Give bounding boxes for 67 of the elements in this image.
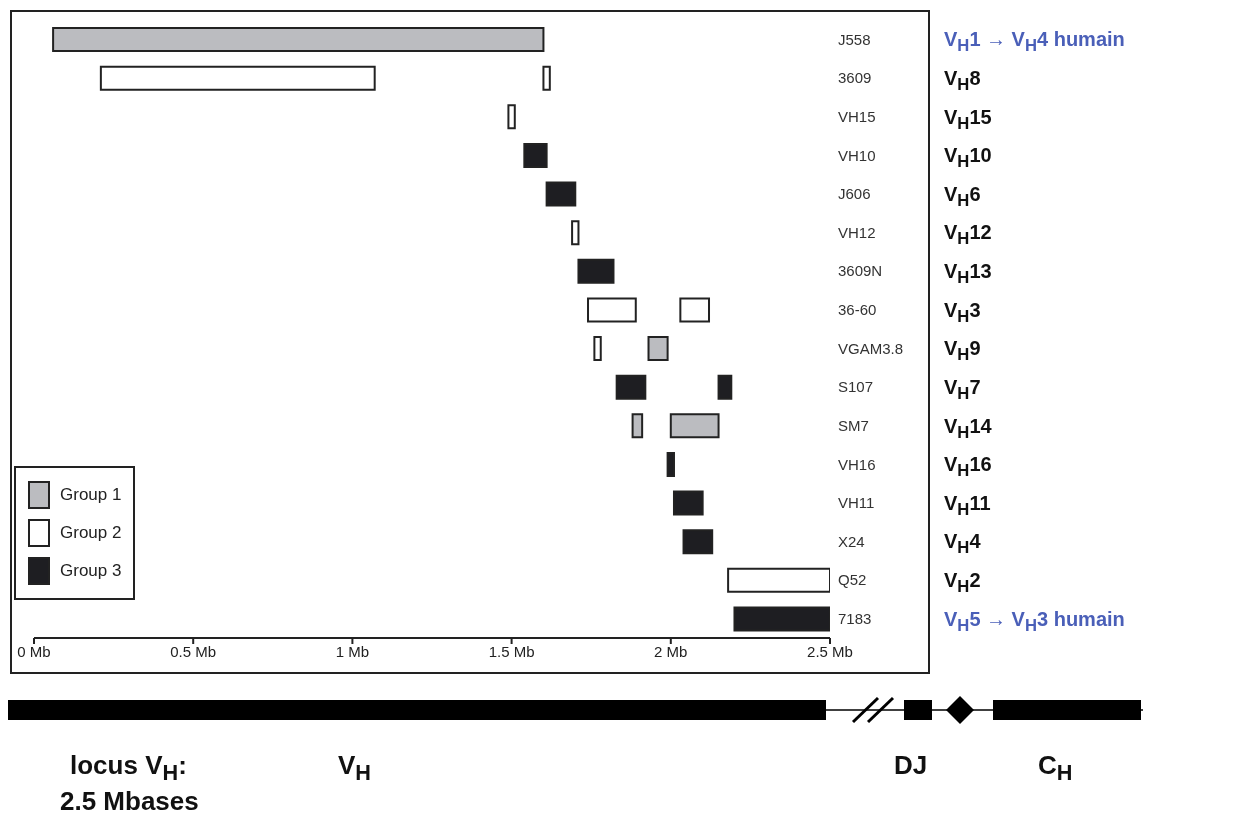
text: V$_{H}$1 → V$_{H}$4 humain <box>944 27 1125 58</box>
y-tick-label: S107 <box>838 378 874 396</box>
x-tick-label: 2 Mb <box>654 642 688 660</box>
bar <box>727 567 830 593</box>
y-tick-label: Q52 <box>838 571 867 589</box>
text: V$_{H}$13 <box>944 259 992 290</box>
y-tick-label: SM7 <box>838 416 869 434</box>
bar <box>682 529 714 555</box>
bar <box>615 374 647 400</box>
bar <box>647 336 669 361</box>
text: V$_{H}$5 → V$_{H}$3 humain <box>944 606 1125 637</box>
bar <box>733 606 830 632</box>
text: V$_{H}$3 <box>944 297 981 328</box>
bar <box>679 297 711 323</box>
text: DJ <box>894 750 928 781</box>
text: V$_{H}$9 <box>944 336 981 367</box>
x-tick-label: 0 Mb <box>17 642 51 660</box>
x-tick-label: 1.5 Mb <box>488 642 535 660</box>
y-tick-label: J606 <box>838 185 871 203</box>
text: V$_{H}$ <box>338 750 371 787</box>
bar <box>99 65 376 91</box>
bar <box>669 413 720 439</box>
text: V$_{H}$7 <box>944 374 981 405</box>
bar <box>587 297 637 323</box>
legend-label: Group 1 <box>60 485 122 505</box>
text: C$_{H}$ <box>1038 750 1073 787</box>
bar <box>593 336 602 361</box>
bar <box>523 142 548 168</box>
x-tick-label: 0.5 Mb <box>170 642 217 660</box>
bar <box>672 490 704 516</box>
text: V$_{H}$10 <box>944 143 992 174</box>
y-tick-label: VH16 <box>838 455 876 473</box>
text: V$_{H}$6 <box>944 181 981 212</box>
y-tick-label: 7183 <box>838 610 872 628</box>
bar <box>571 220 580 246</box>
text: V$_{H}$14 <box>944 413 992 444</box>
text: locus V$_{H}$: <box>70 750 187 787</box>
legend-label: Group 3 <box>60 561 122 581</box>
text: V$_{H}$2 <box>944 568 981 599</box>
y-tick-label: 36-60 <box>838 301 877 319</box>
bar <box>545 181 577 207</box>
bar <box>631 413 644 439</box>
y-tick-label: J558 <box>838 30 871 48</box>
y-tick-label: VH12 <box>838 223 876 241</box>
y-tick-label: VH11 <box>838 494 875 512</box>
bar <box>542 65 551 91</box>
bar <box>717 374 733 400</box>
text: V$_{H}$8 <box>944 65 981 96</box>
text: V$_{H}$11 <box>944 490 991 521</box>
bar <box>52 27 545 52</box>
bar <box>577 258 615 284</box>
text: V$_{H}$4 <box>944 529 981 560</box>
y-tick-label: VGAM3.8 <box>838 339 904 357</box>
x-tick-label: 2.5 Mb <box>807 642 853 660</box>
y-tick-label: VH15 <box>838 107 876 125</box>
legend-label: Group 2 <box>60 523 122 543</box>
y-tick-label: VH10 <box>838 146 876 164</box>
y-tick-label: 3609N <box>838 262 883 280</box>
bar <box>666 451 675 477</box>
bar <box>507 104 516 130</box>
y-tick-label: X24 <box>838 532 865 550</box>
text: V$_{H}$16 <box>944 452 992 483</box>
text: V$_{H}$12 <box>944 220 992 251</box>
text: V$_{H}$15 <box>944 104 992 135</box>
text: 2.5 Mbases <box>60 786 199 817</box>
y-tick-label: 3609 <box>838 69 872 87</box>
x-tick-label: 1 Mb <box>335 642 370 660</box>
